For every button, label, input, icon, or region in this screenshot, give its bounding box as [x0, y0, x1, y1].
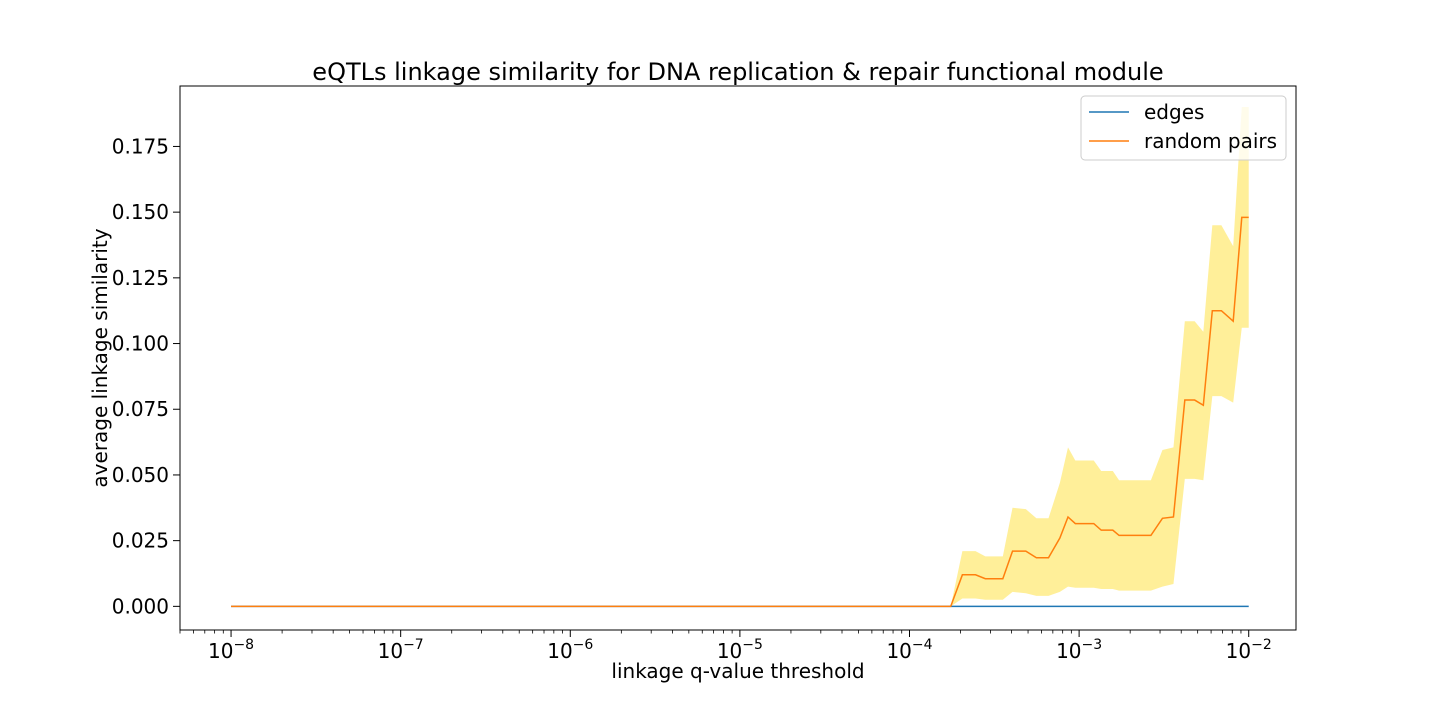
y-axis-label: average linkage similarity [88, 228, 112, 487]
chart-title: eQTLs linkage similarity for DNA replica… [312, 58, 1163, 86]
y-tick-label: 0.175 [112, 134, 169, 158]
x-tick-label: 10−2 [1226, 637, 1272, 663]
y-tick-label: 0.025 [112, 529, 169, 553]
y-tick-label: 0.125 [112, 266, 169, 290]
y-axis: 0.000 0.025 0.050 0.075 0.100 0.125 0.150 0.175 [112, 134, 180, 618]
y-tick-label: 0.050 [112, 463, 169, 487]
x-tick-label: 10−7 [378, 637, 424, 663]
legend-label-edges: edges [1144, 100, 1204, 124]
legend: edges random pairs [1080, 95, 1287, 161]
x-tick-label: 10−3 [1056, 637, 1102, 663]
x-axis: 10−8 10−7 10−6 10−5 10−4 10−3 10−2 [179, 630, 1272, 663]
series-band-random-pairs [231, 107, 1249, 607]
y-tick-label: 0.150 [112, 200, 169, 224]
x-tick-label: 10−5 [717, 637, 763, 663]
x-tick-label: 10−4 [886, 637, 932, 663]
x-axis-label: linkage q-value threshold [611, 659, 864, 683]
x-tick-label: 10−6 [547, 637, 593, 663]
y-tick-label: 0.075 [112, 397, 169, 421]
legend-label-random-pairs: random pairs [1144, 129, 1277, 153]
plot-frame [179, 85, 1297, 631]
y-tick-label: 0.100 [112, 332, 169, 356]
x-tick-label: 10−8 [208, 637, 254, 663]
plot-area [179, 85, 1297, 631]
y-tick-label: 0.000 [112, 594, 169, 618]
legend-box [1080, 95, 1287, 161]
series-line-random-pairs [231, 216, 1249, 608]
